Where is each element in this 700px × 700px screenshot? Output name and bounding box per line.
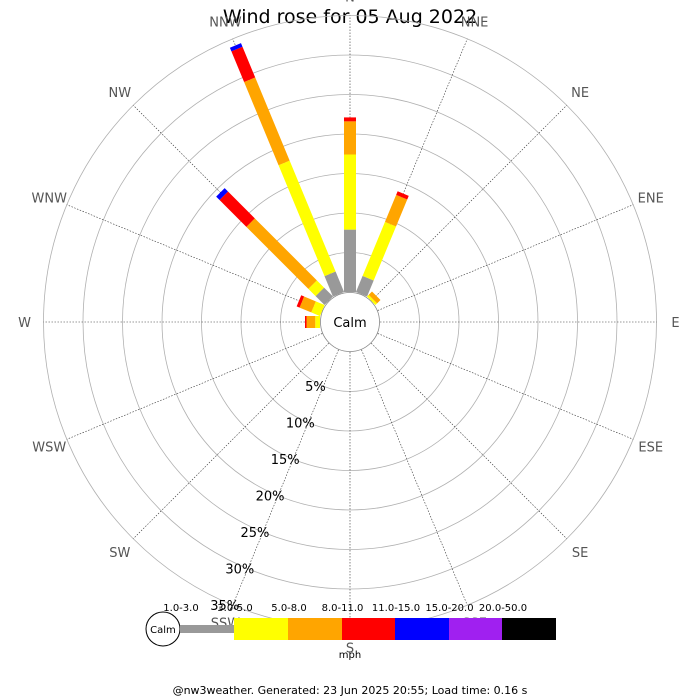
bar-nnw-bin4 <box>229 43 243 52</box>
spoke-ene <box>377 204 634 311</box>
spoke-ssw <box>232 349 339 606</box>
dir-label-wsw: WSW <box>32 441 66 456</box>
bar-nw-bin0 <box>315 287 334 306</box>
bar-nw-bin4 <box>216 188 229 201</box>
tick-label-35: 35% <box>210 599 239 614</box>
bar-wnw-bin2 <box>299 296 316 313</box>
tick-label-5: 5% <box>305 380 326 395</box>
spoke-sw <box>133 343 329 539</box>
grid-circle-25 <box>122 94 578 550</box>
spoke-ese <box>377 333 634 440</box>
legend-swatch-1 <box>234 618 288 640</box>
speed-legend: Calm 1.0-3.0 3.0-5.0 5.0-8.0 8.0-11.0 11.0-15… <box>145 603 556 661</box>
dir-label-ese: ESE <box>638 441 663 456</box>
calm-center: Calm <box>320 292 380 352</box>
radial-tick-labels: 5% 10% 15% 20% 25% 30% 35% <box>210 380 325 614</box>
dir-label-ne: NE <box>571 86 589 101</box>
legend-label-3: 8.0-11.0 <box>322 603 364 614</box>
dir-label-w: W <box>18 316 31 331</box>
bar-nw-bin1 <box>308 280 325 297</box>
tick-label-20: 20% <box>256 490 285 505</box>
dir-label-ene: ENE <box>638 191 664 206</box>
calm-label: Calm <box>333 316 366 331</box>
tick-label-10: 10% <box>286 417 315 432</box>
dir-label-se: SE <box>572 546 588 561</box>
bar-nnw-bin0 <box>324 271 345 297</box>
bar-nnw-bin1 <box>278 160 336 277</box>
footer-text: @nw3weather. Generated: 23 Jun 2025 20:5… <box>172 684 528 697</box>
spoke-wnw <box>66 204 323 311</box>
bar-nne-bin2 <box>384 194 408 227</box>
legend-swatch-6 <box>502 618 556 640</box>
bar-nw-bin2 <box>246 218 317 289</box>
legend-swatch-4 <box>395 618 449 640</box>
calm-circle <box>320 292 380 352</box>
legend-label-0: 1.0-3.0 <box>163 603 198 614</box>
dir-label-n: N <box>345 0 355 6</box>
dir-label-s: S <box>346 642 354 657</box>
tick-label-25: 25% <box>240 526 269 541</box>
spoke-se <box>371 343 567 539</box>
legend-label-4: 11.0-15.0 <box>372 603 420 614</box>
dir-label-nnw: NNW <box>209 15 241 30</box>
dir-label-wnw: WNW <box>32 191 68 206</box>
bar-ne-bin1 <box>366 294 378 306</box>
dir-label-sw: SW <box>109 546 130 561</box>
legend-label-2: 5.0-8.0 <box>271 603 306 614</box>
bar-wnw-bin3 <box>296 295 305 308</box>
bar-nne-bin3 <box>396 191 409 200</box>
spoke-wsw <box>66 333 323 440</box>
bar-nnw-bin3 <box>231 46 256 82</box>
bar-ne-bin2 <box>368 291 381 304</box>
legend-label-1: 3.0-5.0 <box>217 603 252 614</box>
legend-swatch-3 <box>342 618 395 640</box>
dir-label-nw: NW <box>109 86 132 101</box>
wind-bars <box>216 43 409 328</box>
tick-label-15: 15% <box>271 453 300 468</box>
bar-nne-bin1 <box>362 221 397 281</box>
legend-label-5: 15.0-20.0 <box>425 603 473 614</box>
dir-label-e: E <box>671 316 679 331</box>
dir-label-nne: NNE <box>461 15 489 30</box>
legend-swatch-0 <box>180 625 234 633</box>
bar-nnw-bin2 <box>244 77 290 166</box>
bar-wnw-bin1 <box>311 301 325 317</box>
tick-label-30: 30% <box>225 563 254 578</box>
spoke-ne <box>371 105 567 301</box>
legend-calm-label: Calm <box>150 625 176 636</box>
legend-swatch-2 <box>288 618 342 640</box>
legend-label-6: 20.0-50.0 <box>479 603 527 614</box>
legend-unit: mph <box>339 650 361 661</box>
spoke-sse <box>361 349 468 606</box>
legend-swatch-5 <box>449 618 502 640</box>
bar-nw-bin3 <box>219 191 255 227</box>
bar-nne-bin0 <box>355 275 374 297</box>
